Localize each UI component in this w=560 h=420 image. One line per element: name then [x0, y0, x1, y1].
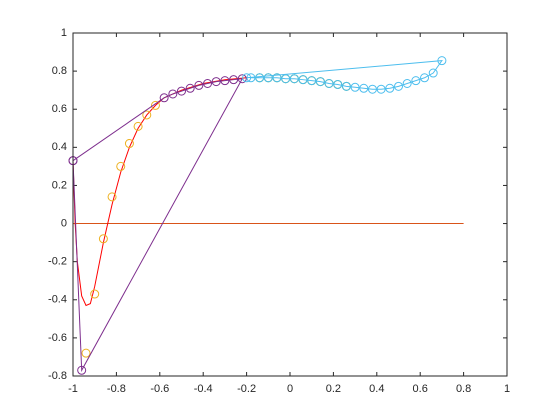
marker: [229, 75, 239, 85]
marker: [177, 86, 186, 96]
marker: [437, 56, 447, 66]
marker: [90, 289, 100, 299]
y-tick-label: 0.4: [52, 141, 67, 153]
x-tick-label: -0.8: [107, 383, 126, 395]
x-tick-label: 1: [504, 383, 510, 395]
marker: [246, 73, 256, 83]
x-tick-label: 0: [287, 383, 293, 395]
x-tick-label: 0.6: [413, 383, 428, 395]
x-tick-label: -0.2: [237, 383, 256, 395]
marker: [281, 74, 291, 84]
marker: [324, 78, 334, 88]
marker: [376, 84, 386, 94]
marker: [385, 83, 395, 93]
y-tick-label: -0.2: [48, 256, 67, 268]
marker: [116, 161, 126, 171]
marker: [402, 78, 412, 88]
marker: [420, 73, 430, 83]
y-tick-label: 0.2: [52, 179, 67, 191]
marker: [98, 234, 108, 244]
x-tick-label: -0.4: [194, 383, 213, 395]
marker: [150, 100, 160, 110]
marker: [315, 77, 325, 87]
y-tick-label: 1: [61, 27, 67, 39]
marker: [77, 365, 87, 375]
marker: [333, 79, 343, 89]
marker: [133, 121, 143, 131]
marker: [142, 110, 152, 120]
y-tick-label: 0: [61, 217, 67, 229]
marker: [203, 78, 213, 88]
marker: [194, 80, 204, 90]
marker: [124, 139, 134, 149]
x-tick-label: 0.8: [456, 383, 471, 395]
series-line: [72, 77, 247, 307]
marker: [307, 76, 317, 86]
marker: [341, 81, 351, 91]
y-tick-label: 0.8: [52, 65, 67, 77]
marker: [168, 89, 178, 99]
marker: [263, 73, 273, 83]
marker: [298, 75, 308, 85]
marker: [159, 93, 169, 103]
marker: [255, 73, 265, 83]
marker: [220, 76, 230, 86]
marker: [107, 192, 117, 202]
marker: [411, 76, 421, 86]
marker: [242, 73, 252, 83]
x-tick-label: 0.2: [326, 383, 341, 395]
x-tick-label: 0.4: [369, 383, 384, 395]
marker: [185, 83, 195, 93]
x-tick-label: -0.6: [150, 383, 169, 395]
y-tick-label: 0.6: [52, 103, 67, 115]
y-tick-label: -0.8: [48, 370, 67, 382]
marker: [359, 83, 369, 93]
marker: [211, 77, 221, 87]
marker: [289, 74, 299, 84]
marker: [272, 73, 282, 83]
y-tick-label: -0.4: [48, 294, 67, 306]
y-tick-label: -0.6: [48, 332, 67, 344]
marker: [350, 82, 360, 92]
marker: [81, 348, 91, 358]
plot-frame: [72, 32, 508, 377]
marker: [237, 74, 247, 84]
x-tick-label: -1: [68, 383, 78, 395]
marker: [367, 84, 377, 94]
marker: [394, 81, 403, 91]
marker: [428, 68, 438, 78]
